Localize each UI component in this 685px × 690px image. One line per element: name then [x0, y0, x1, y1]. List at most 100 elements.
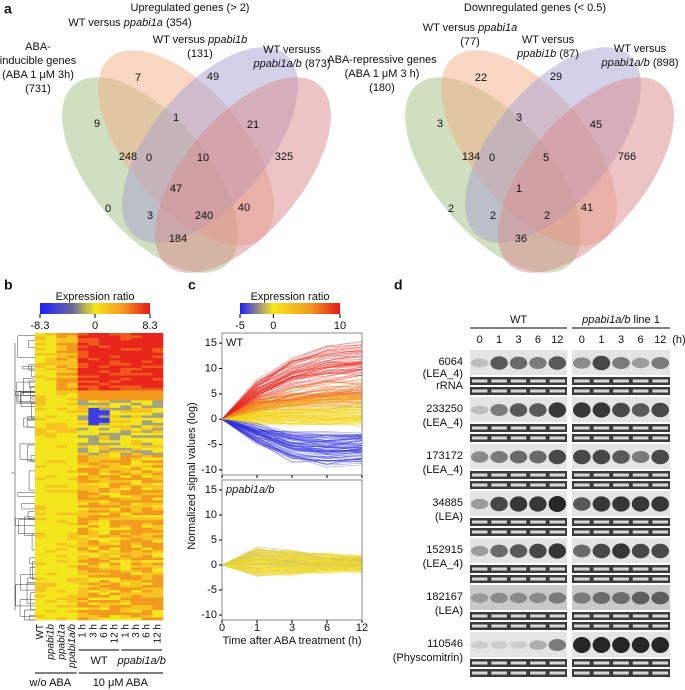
rrna-band: [491, 671, 507, 675]
x-tick-label: 1: [254, 622, 260, 634]
trace: [221, 418, 363, 458]
rrna-band: [613, 567, 629, 571]
trace: [221, 418, 363, 447]
heatmap-cell: [131, 542, 142, 546]
heatmap-cell: [67, 575, 78, 578]
heatmap-cell: [109, 507, 121, 511]
heatmap-cell: [56, 525, 68, 528]
heatmap-cell: [88, 447, 100, 451]
heatmap-cell: [56, 542, 68, 546]
heatmap-cell: [109, 582, 121, 586]
heatmap-cell: [67, 525, 78, 528]
heatmap-cell: [99, 392, 110, 396]
heatmap-cell: [88, 435, 100, 439]
heatmap-cell: [152, 455, 164, 459]
heatmap-cell: [67, 382, 78, 386]
heatmap-cell: [88, 482, 100, 486]
heatmap-cell: [77, 572, 89, 576]
heatmap-cell: [45, 455, 57, 459]
heatmap-cell: [45, 365, 57, 369]
trace: [221, 398, 363, 420]
heatmap-cell: [141, 440, 153, 444]
heatmap-cell: [88, 490, 100, 494]
trace: [221, 414, 363, 420]
heatmap-cell: [45, 505, 57, 508]
heatmap-cell: [67, 380, 78, 384]
heatmap-cell: [88, 532, 100, 536]
heatmap-cell: [131, 477, 142, 481]
band: [612, 402, 630, 418]
heatmap-cell: [152, 482, 164, 486]
rrna-band: [471, 577, 488, 581]
trace: [221, 561, 363, 568]
heatmap-cell: [152, 535, 164, 538]
heatmap-cell: [77, 537, 89, 541]
heatmap-cell: [131, 610, 142, 613]
heatmap-cell: [120, 495, 132, 499]
heatmap-cell: [152, 442, 164, 446]
region-count: 41: [581, 202, 593, 214]
trace: [221, 362, 363, 420]
heatmap-cell: [109, 485, 121, 489]
heatmap-cell: [99, 600, 110, 603]
trace: [221, 352, 363, 420]
heatmap-cell: [109, 450, 121, 454]
trace: [221, 418, 363, 441]
trace: [221, 355, 363, 420]
heatmap-cell: [141, 425, 153, 429]
trace: [221, 564, 363, 577]
heatmap-cell: [77, 450, 89, 454]
trace: [221, 560, 363, 567]
rrna-band: [573, 389, 590, 393]
heatmap-cell: [120, 482, 132, 486]
trace: [221, 368, 363, 420]
rrna-band: [549, 473, 566, 477]
heatmap-cell: [152, 370, 164, 374]
rrna-band: [471, 661, 488, 665]
heatmap-cell: [67, 560, 78, 563]
heatmap-cell: [109, 482, 121, 486]
heatmap-cell: [109, 525, 121, 528]
trace: [221, 394, 363, 420]
heatmap-cell: [109, 340, 121, 344]
heatmap-cell: [88, 402, 100, 406]
heatmap-cell: [141, 597, 153, 601]
heatmap-cell: [77, 400, 89, 404]
region-count: 1: [516, 183, 522, 195]
heatmap-cell: [88, 555, 100, 558]
trace: [221, 558, 363, 566]
trace: [221, 551, 363, 566]
heatmap-cell: [120, 422, 132, 426]
trace: [221, 363, 363, 420]
heatmap-cell: [35, 447, 46, 451]
heatmap-cell: [67, 617, 78, 621]
heatmap-cell: [99, 407, 110, 411]
trace: [221, 418, 363, 456]
heatmap-cell: [109, 517, 121, 521]
trace: [221, 562, 363, 566]
trace: [221, 561, 363, 569]
trace: [221, 418, 363, 453]
trace: [221, 341, 363, 420]
dendrogram: [28, 470, 35, 491]
venn-set: [498, 77, 674, 273]
heatmap-cell: [35, 340, 46, 344]
trace: [221, 402, 363, 420]
trace: [221, 372, 363, 420]
heatmap-cell: [141, 367, 153, 371]
heatmap-cell: [56, 360, 68, 364]
heatmap-cell: [99, 390, 110, 394]
heatmap-cell: [45, 445, 57, 449]
band: [529, 403, 547, 417]
heatmap-cell: [56, 570, 68, 573]
rrna-band: [471, 530, 488, 534]
heatmap-cell: [99, 482, 110, 486]
band: [592, 355, 611, 371]
heatmap-cell: [109, 537, 121, 541]
trace: [221, 374, 363, 420]
heatmap-cell: [77, 497, 89, 501]
band: [612, 450, 630, 464]
heatmap-cell: [45, 350, 57, 354]
heatmap-cell: [109, 550, 121, 553]
heatmap-cell: [120, 612, 132, 616]
